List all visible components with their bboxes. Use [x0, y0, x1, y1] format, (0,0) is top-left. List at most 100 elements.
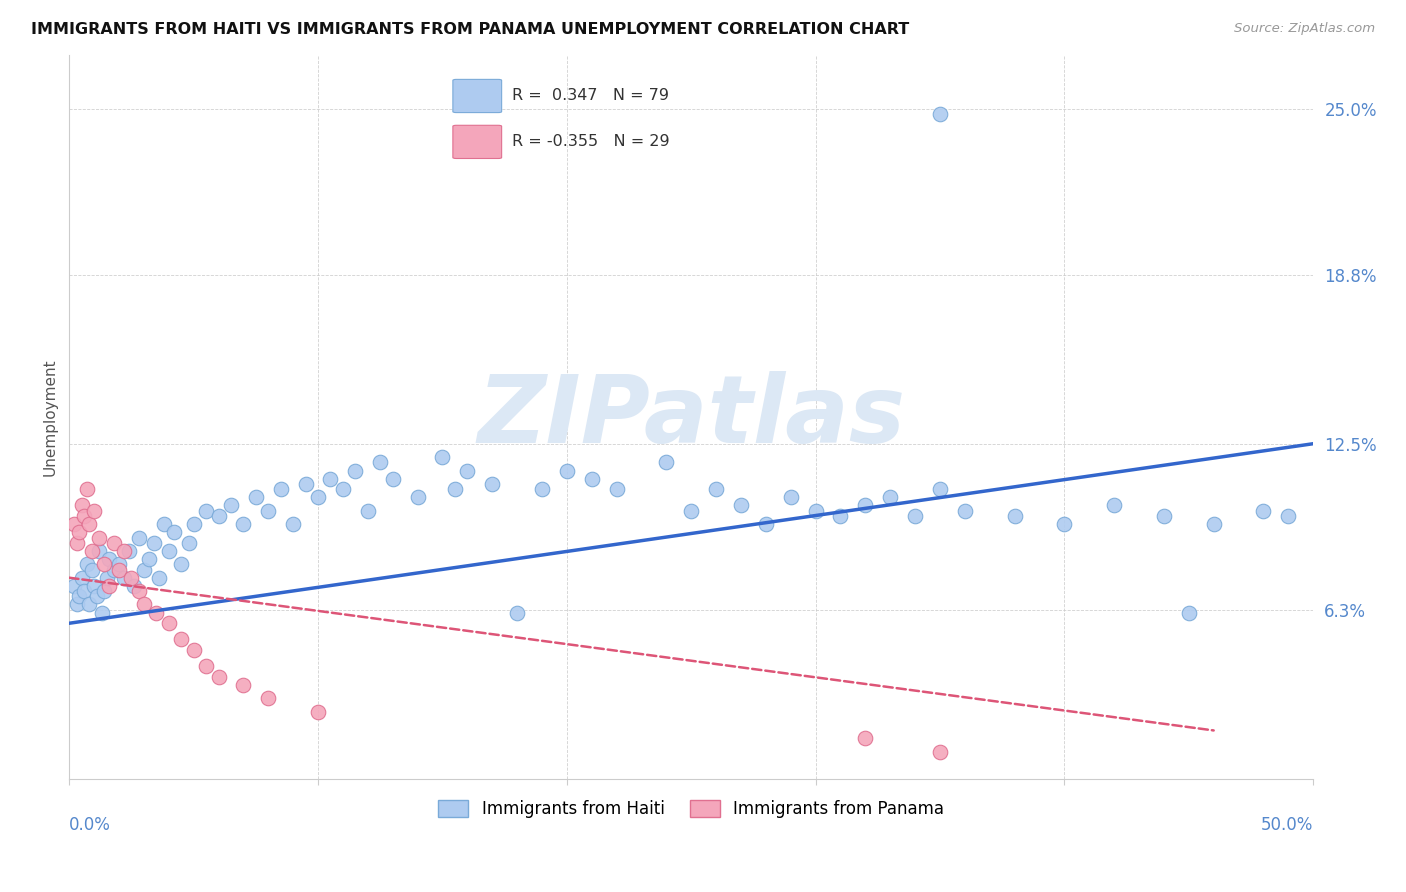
Point: [63, 579, 86, 593]
Point: [103, 536, 125, 550]
Point: [319, 471, 342, 485]
Point: [830, 509, 852, 524]
Text: 50.0%: 50.0%: [1261, 816, 1313, 834]
Point: [112, 544, 135, 558]
Point: [195, 659, 218, 673]
Point: [128, 584, 150, 599]
Point: [779, 491, 801, 505]
Point: [704, 483, 727, 497]
Point: [87, 544, 110, 558]
Point: [76, 558, 98, 572]
Point: [1253, 504, 1275, 518]
Point: [406, 491, 429, 505]
Point: [76, 483, 98, 497]
Point: [96, 571, 118, 585]
Point: [67, 590, 90, 604]
Point: [381, 471, 404, 485]
Point: [67, 525, 90, 540]
Point: [80, 544, 103, 558]
Point: [157, 616, 180, 631]
Point: [506, 606, 529, 620]
Point: [555, 463, 578, 477]
Point: [432, 450, 454, 464]
Point: [232, 678, 254, 692]
Point: [853, 731, 876, 746]
Point: [177, 536, 200, 550]
Point: [90, 606, 112, 620]
Point: [1277, 509, 1299, 524]
Point: [138, 552, 160, 566]
Legend: Immigrants from Haiti, Immigrants from Panama: Immigrants from Haiti, Immigrants from P…: [432, 793, 950, 824]
Point: [183, 643, 205, 657]
Point: [270, 483, 292, 497]
Point: [1153, 509, 1175, 524]
Point: [904, 509, 927, 524]
Point: [152, 517, 174, 532]
Point: [929, 107, 952, 121]
Point: [108, 563, 131, 577]
Point: [1202, 517, 1225, 532]
Point: [344, 463, 367, 477]
Point: [148, 571, 170, 585]
Point: [112, 571, 135, 585]
Point: [70, 571, 93, 585]
Point: [530, 483, 553, 497]
Point: [929, 745, 952, 759]
Point: [183, 517, 205, 532]
Point: [456, 463, 478, 477]
Point: [120, 571, 142, 585]
Point: [103, 563, 125, 577]
Text: 0.0%: 0.0%: [69, 816, 111, 834]
Point: [655, 455, 678, 469]
Text: IMMIGRANTS FROM HAITI VS IMMIGRANTS FROM PANAMA UNEMPLOYMENT CORRELATION CHART: IMMIGRANTS FROM HAITI VS IMMIGRANTS FROM…: [31, 22, 910, 37]
Point: [368, 455, 391, 469]
Point: [145, 606, 167, 620]
Point: [281, 517, 304, 532]
Point: [1053, 517, 1076, 532]
Point: [132, 598, 155, 612]
Point: [257, 691, 280, 706]
Point: [804, 504, 827, 518]
Point: [66, 598, 89, 612]
Point: [98, 579, 121, 593]
Point: [118, 544, 141, 558]
Point: [481, 476, 503, 491]
Text: ZIPatlas: ZIPatlas: [477, 371, 905, 463]
Point: [195, 504, 218, 518]
Point: [70, 499, 93, 513]
Point: [207, 670, 229, 684]
Point: [170, 558, 193, 572]
Point: [128, 531, 150, 545]
Point: [83, 579, 105, 593]
Point: [77, 517, 100, 532]
Point: [853, 499, 876, 513]
Point: [332, 483, 354, 497]
Point: [444, 483, 467, 497]
Point: [98, 552, 121, 566]
Point: [77, 598, 100, 612]
Point: [953, 504, 976, 518]
Point: [294, 476, 316, 491]
Point: [257, 504, 280, 518]
Point: [1004, 509, 1026, 524]
Point: [66, 536, 89, 550]
Point: [730, 499, 752, 513]
Point: [73, 584, 96, 599]
Point: [73, 509, 96, 524]
Point: [307, 705, 329, 719]
Point: [245, 491, 267, 505]
Point: [232, 517, 254, 532]
Point: [755, 517, 778, 532]
Point: [879, 491, 901, 505]
Point: [93, 558, 115, 572]
Point: [157, 544, 180, 558]
Point: [142, 536, 165, 550]
Point: [132, 563, 155, 577]
Point: [163, 525, 186, 540]
Point: [80, 563, 103, 577]
Point: [63, 517, 86, 532]
Point: [86, 590, 108, 604]
Y-axis label: Unemployment: Unemployment: [44, 358, 58, 475]
Point: [207, 509, 229, 524]
Point: [606, 483, 628, 497]
